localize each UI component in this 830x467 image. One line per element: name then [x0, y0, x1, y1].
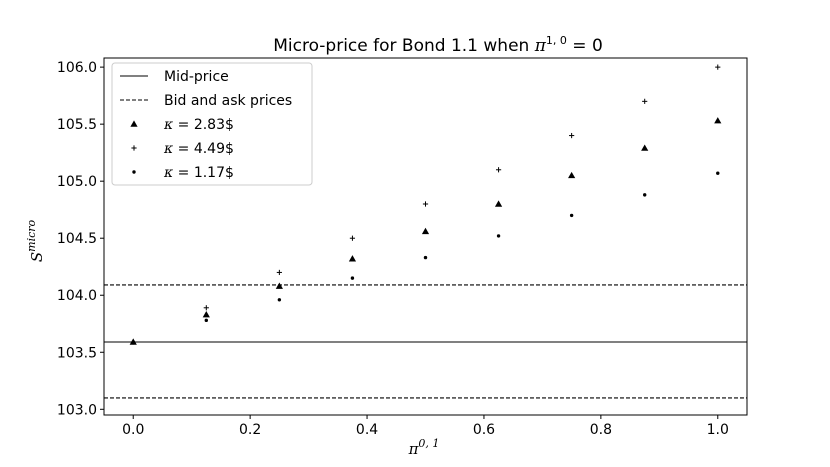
- point-triangle-5: [494, 200, 503, 207]
- y-axis-label-symbol: S: [28, 252, 46, 262]
- point-triangle-4: [421, 227, 430, 235]
- point-plus-8: [715, 64, 721, 70]
- legend-label-4: κ = 1.17$: [163, 165, 234, 181]
- x-tick-label-2: 0.4: [356, 422, 378, 438]
- reference-lines: [104, 284, 747, 399]
- legend-entry-2: κ = 2.83$: [130, 117, 234, 133]
- point-plus-5: [495, 167, 502, 173]
- x-tick-label-3: 0.6: [473, 422, 495, 438]
- legend-label-2: κ = 2.83$: [163, 117, 234, 133]
- series-plus: [130, 64, 721, 345]
- point-triangle-3: [348, 255, 357, 262]
- chart-title: Micro-price for Bond 1.1 when π1, 0 = 0: [273, 34, 603, 56]
- x-tick-label-5: 1.0: [707, 422, 729, 438]
- point-dot-5: [496, 234, 501, 238]
- legend-entry-0: Mid-price: [120, 69, 229, 85]
- x-tick-label-0: 0.0: [122, 422, 144, 438]
- point-plus-4: [422, 201, 429, 207]
- y-tick-label-0: 103.0: [57, 402, 97, 418]
- legend-label-value-2: = 2.83$: [173, 117, 234, 133]
- point-dot-3: [350, 276, 355, 280]
- x-axis-label-symbol: π: [408, 440, 420, 458]
- legend-label-symbol-2: κ: [163, 117, 173, 133]
- data-series: [129, 64, 722, 345]
- x-axis-label: π0, 1: [408, 437, 440, 458]
- point-triangle-2: [275, 282, 283, 289]
- point-dot-7: [643, 193, 647, 197]
- x-axis-label-superscript: 0, 1: [418, 437, 439, 450]
- point-plus-1: [203, 305, 209, 311]
- point-plus-3: [349, 235, 356, 241]
- y-axis-label-superscript: micro: [25, 219, 38, 251]
- point-triangle-8: [714, 117, 722, 124]
- point-plus-7: [642, 98, 648, 104]
- legend-entry-3: κ = 4.49$: [131, 141, 234, 157]
- point-plus-2: [276, 269, 282, 276]
- axes: 0.0 0.2 0.4 0.6 0.8 1.0 103.0 103.5 104.0 104.5 10…: [57, 57, 748, 438]
- chart-title-suffix: = 0: [567, 36, 603, 56]
- legend-label-1: Bid and ask prices: [164, 93, 292, 109]
- legend-label-symbol-4: κ: [163, 165, 173, 181]
- chart-title-superscript: 1, 0: [546, 34, 567, 47]
- axes-frame: [103, 57, 748, 416]
- y-tick-label-1: 103.5: [57, 345, 97, 361]
- point-triangle-7: [641, 144, 649, 151]
- point-triangle-6: [568, 171, 576, 179]
- legend-marker-4: [132, 170, 136, 174]
- legend-label-value-4: = 1.17$: [173, 165, 234, 181]
- legend-marker-3: [131, 145, 137, 151]
- y-tick-label-6: 106.0: [57, 60, 97, 76]
- point-dot-6: [569, 213, 574, 218]
- point-dot-0: [131, 340, 135, 344]
- legend-label-3: κ = 4.49$: [163, 141, 234, 157]
- y-axis-label: Smicro: [25, 219, 46, 262]
- y-tick-label-3: 104.5: [57, 231, 97, 247]
- x-tick-label-1: 0.2: [239, 422, 261, 438]
- legend-entry-4: κ = 1.17$: [132, 165, 234, 181]
- series-dot: [131, 171, 720, 344]
- point-dot-1: [204, 318, 208, 323]
- point-dot-4: [423, 255, 428, 260]
- y-tick-label-4: 105.0: [57, 174, 97, 190]
- y-tick-label-2: 104.0: [57, 288, 97, 304]
- point-plus-6: [569, 132, 575, 139]
- legend-entry-1: Bid and ask prices: [120, 93, 292, 109]
- point-dot-2: [277, 298, 282, 302]
- legend-marker-2: [130, 120, 138, 127]
- chart-title-symbol: π: [534, 36, 547, 56]
- point-dot-8: [716, 171, 720, 175]
- chart-title-prefix: Micro-price for Bond 1.1 when: [273, 36, 534, 56]
- series-triangle: [129, 117, 722, 345]
- legend-label-symbol-3: κ: [163, 141, 173, 157]
- legend-label-value-3: = 4.49$: [173, 141, 234, 157]
- legend-box: [111, 62, 313, 186]
- point-triangle-1: [202, 311, 210, 318]
- x-tick-label-4: 0.8: [590, 422, 612, 438]
- legend-label-0: Mid-price: [164, 69, 229, 85]
- y-tick-label-5: 105.5: [57, 117, 97, 133]
